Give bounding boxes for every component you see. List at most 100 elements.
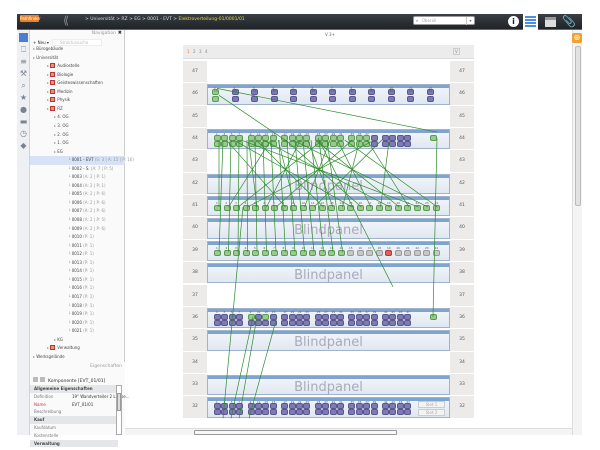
port[interactable] (303, 319, 311, 326)
port[interactable] (247, 409, 255, 416)
tree-item[interactable]: ▸ Bürogebäude (30, 45, 125, 54)
port[interactable] (322, 409, 330, 416)
close-icon[interactable]: ✖ (117, 30, 122, 36)
tree-item[interactable]: └ 0014 (P: 1) (30, 267, 125, 276)
expand-icon[interactable]: └ (68, 225, 72, 231)
rack-device[interactable]: 1 2 3 4 5 6 7 8 9 10 11 12 13 14 15 16 17 18 19 20 21 22 23 24 (207, 240, 450, 262)
tree-item[interactable]: ▸ 1. OG (30, 139, 125, 148)
tree-item[interactable]: └ 0002 - S. (A: 7 | P: 5) (30, 165, 125, 174)
port[interactable] (432, 249, 440, 256)
expand-icon[interactable]: ▸ (47, 71, 51, 77)
port[interactable] (247, 141, 255, 148)
port[interactable] (314, 409, 322, 416)
tree-item[interactable]: ▸ KG (30, 336, 125, 345)
rack-device[interactable]: 1 3 5 7 9 11 13 15 17 19 21 23 25 27 29 31 33 35 37 39 41 43 4… (207, 307, 450, 329)
tree-item[interactable]: └ 0010 (P: 1) (30, 233, 125, 242)
tree-item[interactable]: ▸ 2. OG (30, 131, 125, 140)
port[interactable] (366, 249, 373, 256)
port[interactable] (318, 249, 326, 256)
port[interactable] (322, 313, 330, 320)
port[interactable] (281, 141, 289, 148)
tree-item[interactable]: ▸ Biologie (30, 71, 125, 80)
port[interactable] (233, 249, 240, 256)
port[interactable] (363, 313, 371, 320)
port[interactable] (318, 205, 326, 212)
port[interactable] (337, 319, 344, 326)
port[interactable] (389, 409, 397, 416)
expand-icon[interactable]: ▸ (54, 122, 58, 128)
port[interactable] (363, 409, 371, 416)
port[interactable] (288, 313, 296, 320)
port[interactable] (394, 249, 402, 256)
port[interactable] (281, 319, 289, 326)
port[interactable] (348, 319, 356, 326)
port[interactable] (290, 249, 297, 256)
port[interactable] (387, 96, 395, 103)
port[interactable] (356, 249, 364, 256)
tree-item[interactable]: └ 0020 (P: 1) (30, 319, 125, 328)
port[interactable] (288, 403, 296, 410)
view-button[interactable]: V (453, 48, 460, 55)
port[interactable] (413, 249, 421, 256)
port[interactable] (269, 409, 277, 416)
port[interactable] (329, 141, 337, 148)
port[interactable] (290, 96, 297, 103)
expand-icon[interactable]: └ (68, 251, 72, 257)
port[interactable] (290, 205, 297, 212)
expand-icon[interactable]: └ (68, 199, 72, 205)
port[interactable] (242, 249, 250, 256)
port[interactable] (221, 313, 229, 320)
expand-icon[interactable]: └ (68, 328, 72, 334)
grid-icon[interactable] (33, 377, 38, 382)
tree-item[interactable]: └ 0019 (P: 1) (30, 310, 125, 319)
uplink-port[interactable] (430, 135, 437, 142)
breadcrumb-item[interactable]: 0001 - EVT (147, 17, 172, 22)
port[interactable] (236, 409, 244, 416)
port[interactable] (348, 409, 356, 416)
tree-item[interactable]: └ 0009 (A: 2 | P: 6) (30, 225, 125, 234)
port[interactable] (375, 249, 383, 256)
tree-item[interactable]: └ 0004 (A: 2 | P: 1) (30, 182, 125, 191)
port[interactable] (296, 319, 303, 326)
layers-icon[interactable]: ≡ (20, 57, 27, 66)
tree-item[interactable]: └ 0003 (A: 2 | P: 1) (30, 173, 125, 182)
expand-icon[interactable]: ▸ (47, 105, 51, 111)
port[interactable] (252, 249, 259, 256)
port[interactable] (382, 409, 389, 416)
port[interactable] (396, 319, 404, 326)
rack-device[interactable]: 1 13 2 14 3 15 4 16 5 17 6 18 7 19 8 20 9 21 10 22 11 23 12 24 (207, 84, 450, 105)
port[interactable] (389, 313, 397, 320)
port[interactable] (214, 313, 221, 320)
port[interactable] (356, 205, 364, 212)
port[interactable] (337, 249, 345, 256)
globe-icon[interactable]: ● (20, 105, 27, 114)
port[interactable] (255, 141, 262, 148)
port[interactable] (296, 409, 303, 416)
port[interactable] (404, 313, 412, 320)
port[interactable] (214, 403, 221, 410)
port[interactable] (281, 403, 289, 410)
tree-item[interactable]: └ 0015 (P: 1) (30, 276, 125, 285)
port[interactable] (389, 319, 397, 326)
breadcrumb-item[interactable]: EG (134, 17, 141, 22)
port[interactable] (382, 313, 389, 320)
paperclip-icon[interactable]: 📎 (562, 15, 576, 28)
port[interactable] (303, 403, 311, 410)
tree-item[interactable]: └ 0011 (P: 1) (30, 242, 125, 251)
tree-item[interactable]: ▸ 4. OG (30, 113, 125, 122)
port[interactable] (337, 205, 345, 212)
page-link[interactable]: 1 (187, 49, 190, 54)
port[interactable] (303, 141, 311, 148)
expand-icon[interactable]: └ (68, 208, 72, 214)
port[interactable] (214, 409, 221, 416)
port[interactable] (223, 205, 231, 212)
port[interactable] (296, 403, 303, 410)
port[interactable] (355, 409, 363, 416)
port[interactable] (296, 141, 303, 148)
port[interactable] (394, 205, 402, 212)
search-input[interactable]: ⌕ Überall ▾ (413, 16, 475, 25)
port[interactable] (251, 96, 258, 103)
scrollbar-thumb[interactable] (575, 46, 581, 206)
expand-icon[interactable]: └ (68, 259, 72, 265)
port[interactable] (337, 403, 344, 410)
